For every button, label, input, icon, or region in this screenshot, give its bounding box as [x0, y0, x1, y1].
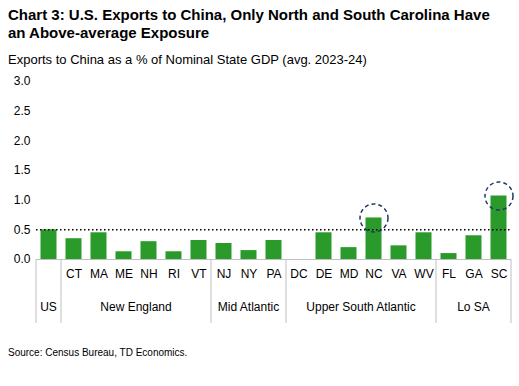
svg-text:NH: NH [140, 267, 157, 281]
svg-text:NY: NY [241, 267, 258, 281]
svg-text:MD: MD [340, 267, 359, 281]
svg-text:PA: PA [266, 267, 281, 281]
html-text:Chart 3: U.S. Exports to China: Chart 3: U.S. Exports to China, Only Nor… [8, 6, 490, 41]
svg-text:2.5: 2.5 [14, 104, 31, 118]
svg-text:RI: RI [168, 267, 180, 281]
svg-text:Mid Atlantic: Mid Atlantic [218, 300, 279, 314]
svg-text:FL: FL [442, 267, 456, 281]
svg-text:New England: New England [100, 300, 171, 314]
svg-text:VA: VA [391, 267, 406, 281]
svg-text:US: US [40, 300, 57, 314]
html-text:Source: Census Bureau, TD Econ: Source: Census Bureau, TD Economics. [8, 347, 188, 358]
svg-text:DC: DC [290, 267, 308, 281]
svg-text:VT: VT [191, 267, 207, 281]
svg-text:Upper South Atlantic: Upper South Atlantic [306, 300, 415, 314]
svg-text:1.5: 1.5 [14, 163, 31, 177]
svg-text:0.0: 0.0 [14, 252, 31, 266]
svg-text:DE: DE [316, 267, 333, 281]
svg-text:Lo SA: Lo SA [457, 300, 490, 314]
html-text:Exports to China as a % of Nom: Exports to China as a % of Nominal State… [8, 52, 367, 67]
svg-text:0.5: 0.5 [14, 223, 31, 237]
svg-text:SC: SC [491, 267, 508, 281]
svg-text:1.0: 1.0 [14, 193, 31, 207]
svg-text:MA: MA [90, 267, 108, 281]
svg-text:CT: CT [66, 267, 83, 281]
svg-text:ME: ME [115, 267, 133, 281]
svg-text:NJ: NJ [217, 267, 232, 281]
svg-text:2.0: 2.0 [14, 134, 31, 148]
svg-text:3.0: 3.0 [14, 74, 31, 88]
svg-text:GA: GA [465, 267, 482, 281]
svg-text:NC: NC [365, 267, 383, 281]
svg-text:WV: WV [414, 267, 433, 281]
